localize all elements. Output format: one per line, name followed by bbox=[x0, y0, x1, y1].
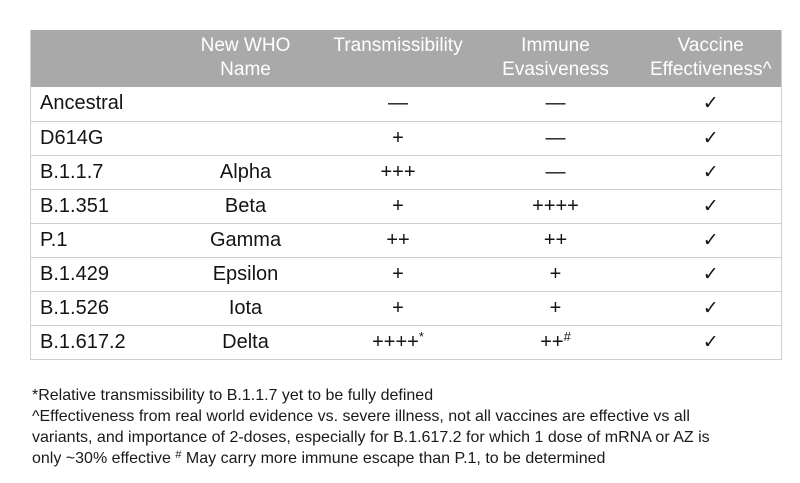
vaccine-effectiveness-cell: ✓ bbox=[640, 188, 782, 223]
variants-table: New WHO Name Transmissibility Immune Eva… bbox=[30, 30, 782, 360]
header-line2: Name bbox=[220, 59, 271, 80]
table-row: B.1.617.2 Delta ++++* ++# ✓ bbox=[30, 324, 782, 359]
variant-label: D614G bbox=[40, 126, 104, 149]
footnote-immune-escape: only ~30% effective # May carry more imm… bbox=[32, 449, 606, 468]
header-line1: Transmissibility bbox=[333, 35, 463, 56]
header-who-name: New WHO Name bbox=[165, 30, 326, 87]
variant-cell: P.1 bbox=[30, 222, 166, 257]
checkmark-icon: ✓ bbox=[702, 263, 719, 285]
header-line1: Immune bbox=[521, 35, 590, 56]
who-name-cell: Iota bbox=[165, 290, 326, 325]
transmissibility-cell: + bbox=[325, 120, 471, 155]
checkmark-icon: ✓ bbox=[702, 229, 719, 251]
variant-cell: Ancestral bbox=[31, 87, 166, 121]
checkmark-icon: ✓ bbox=[702, 161, 719, 183]
header-row: New WHO Name Transmissibility Immune Eva… bbox=[30, 30, 782, 87]
table-row: B.1.351 Beta + ++++ ✓ bbox=[30, 188, 782, 223]
transmissibility-cell: + bbox=[325, 188, 471, 223]
variant-label: B.1.617.2 bbox=[40, 330, 126, 353]
who-name-cell: Beta bbox=[165, 188, 326, 223]
immune-evasiveness-cell: — bbox=[470, 154, 641, 189]
table-row: B.1.526 Iota + + ✓ bbox=[30, 290, 782, 325]
header-variant bbox=[30, 30, 166, 87]
variant-label: B.1.1.7 bbox=[40, 160, 104, 183]
header-vaccine-effectiveness: Vaccine Effectiveness^ bbox=[640, 30, 782, 87]
footnotes: *Relative transmissibility to B.1.1.7 ye… bbox=[32, 385, 710, 469]
immune-evasiveness-cell: + bbox=[470, 290, 641, 325]
table-row: B.1.429 Epsilon + + ✓ bbox=[30, 256, 782, 291]
variant-cell: D614G bbox=[30, 120, 166, 155]
variant-label: B.1.429 bbox=[40, 262, 109, 285]
transmissibility-cell: — bbox=[388, 92, 408, 115]
immune-evasiveness-cell: ++++ bbox=[470, 188, 641, 223]
header-line1: Vaccine bbox=[677, 35, 744, 56]
header-immune-evasiveness: Immune Evasiveness bbox=[470, 30, 641, 87]
table-row: D614G + — ✓ bbox=[30, 120, 782, 155]
immune-evasiveness-cell: — bbox=[470, 120, 641, 155]
header-transmissibility: Transmissibility bbox=[325, 30, 471, 87]
immune-evasiveness-cell: + bbox=[470, 256, 641, 291]
who-name-cell: Alpha bbox=[165, 154, 326, 189]
header-line2: Effectiveness^ bbox=[649, 59, 772, 80]
variant-cell: B.1.526 bbox=[30, 290, 166, 325]
header-line2: Evasiveness bbox=[502, 59, 609, 80]
variant-label: P.1 bbox=[40, 228, 68, 251]
variant-cell: B.1.351 bbox=[30, 188, 166, 223]
footnote-transmissibility: *Relative transmissibility to B.1.1.7 ye… bbox=[32, 387, 434, 404]
transmissibility-cell: +++ bbox=[325, 154, 471, 189]
checkmark-icon: ✓ bbox=[702, 93, 719, 115]
variant-cell: B.1.429 bbox=[30, 256, 166, 291]
checkmark-icon: ✓ bbox=[702, 297, 719, 319]
who-name-cell: Delta bbox=[165, 324, 326, 359]
variant-cell: B.1.1.7 bbox=[30, 154, 166, 189]
checkmark-icon: ✓ bbox=[702, 331, 719, 353]
transmissibility-cell: ++++* bbox=[325, 324, 471, 359]
transmissibility-cell: + bbox=[325, 290, 471, 325]
header-line1: New WHO bbox=[200, 35, 291, 56]
vaccine-effectiveness-cell: ✓ bbox=[641, 87, 782, 121]
immune-evasiveness-cell: ++# bbox=[470, 324, 641, 359]
footnote-effectiveness-1: ^Effectiveness from real world evidence … bbox=[32, 408, 690, 425]
footnote-effectiveness-2: variants, and importance of 2-doses, esp… bbox=[32, 429, 710, 446]
vaccine-effectiveness-cell: ✓ bbox=[640, 120, 782, 155]
vaccine-effectiveness-cell: ✓ bbox=[640, 154, 782, 189]
checkmark-icon: ✓ bbox=[702, 195, 719, 217]
transmissibility-cell: + bbox=[325, 256, 471, 291]
vaccine-effectiveness-cell: ✓ bbox=[640, 222, 782, 257]
table-row: Ancestral — — ✓ bbox=[31, 87, 782, 121]
who-name-cell: Epsilon bbox=[165, 256, 326, 291]
table-row: P.1 Gamma ++ ++ ✓ bbox=[30, 222, 782, 257]
table-row: B.1.1.7 Alpha +++ — ✓ bbox=[30, 154, 782, 189]
immune-evasiveness-cell: — bbox=[545, 92, 566, 115]
transmissibility-cell: ++ bbox=[325, 222, 471, 257]
vaccine-effectiveness-cell: ✓ bbox=[640, 290, 782, 325]
immune-evasiveness-cell: ++ bbox=[470, 222, 641, 257]
who-name-cell bbox=[166, 87, 326, 121]
variant-label: Ancestral bbox=[40, 92, 124, 115]
variants-table-container: New WHO Name Transmissibility Immune Eva… bbox=[30, 30, 782, 360]
vaccine-effectiveness-cell: ✓ bbox=[640, 324, 782, 359]
variant-label: B.1.351 bbox=[40, 194, 109, 217]
checkmark-icon: ✓ bbox=[702, 127, 719, 149]
variant-cell: B.1.617.2 bbox=[30, 324, 166, 359]
who-name-cell bbox=[165, 120, 326, 155]
vaccine-effectiveness-cell: ✓ bbox=[640, 256, 782, 291]
variant-label: B.1.526 bbox=[40, 296, 109, 319]
who-name-cell: Gamma bbox=[165, 222, 326, 257]
